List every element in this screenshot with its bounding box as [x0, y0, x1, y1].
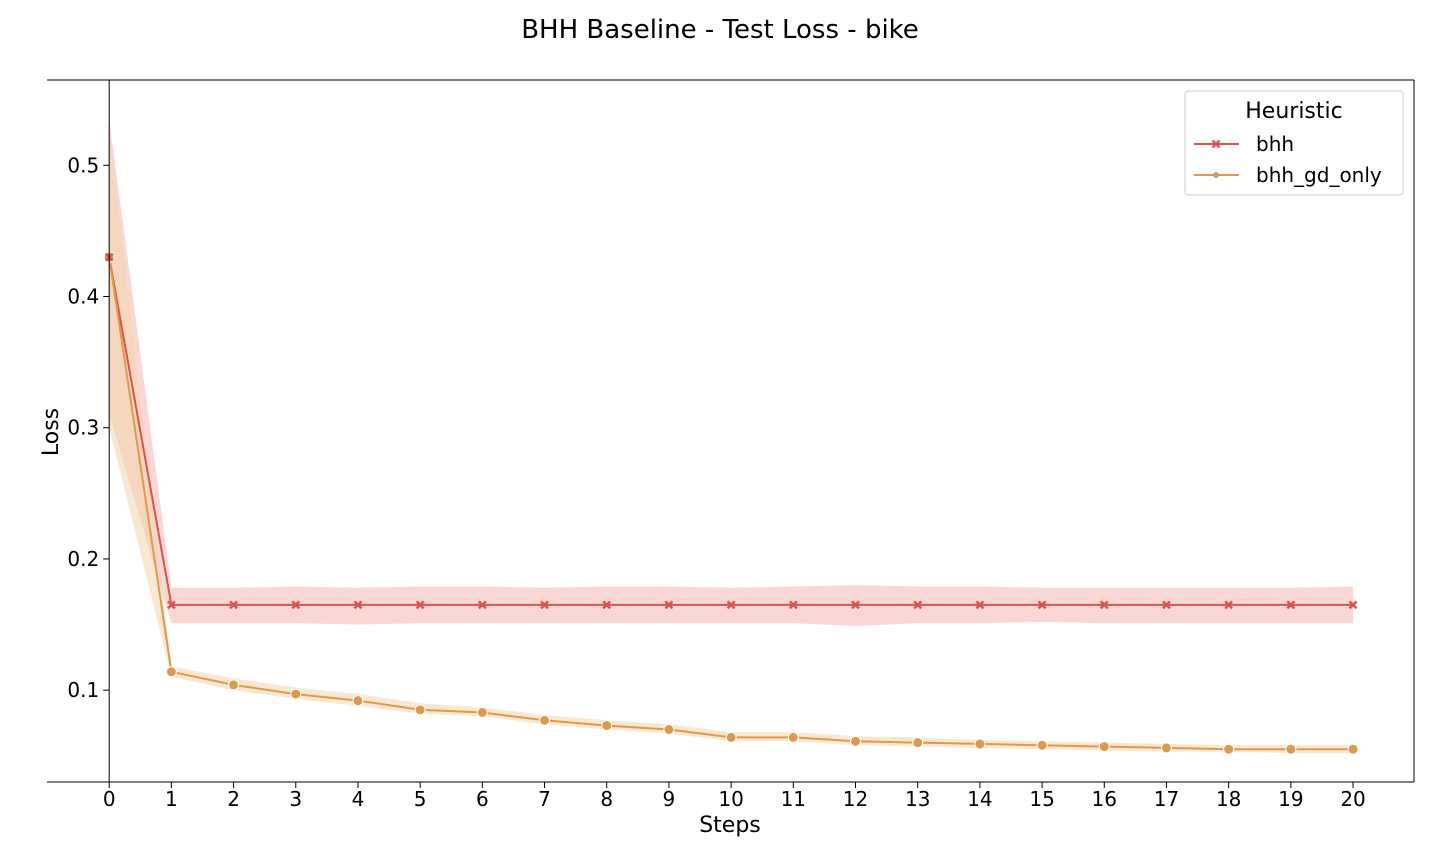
point-bhh_gd_only-2: [228, 679, 240, 691]
legend-marker-bhh: [1211, 139, 1221, 149]
point-bhh-14: [975, 600, 985, 610]
x-tick-label: 13: [905, 787, 930, 811]
point-bhh-12: [851, 600, 860, 610]
point-bhh-3: [291, 600, 301, 610]
point-bhh-11: [788, 600, 798, 610]
x-tick-label: 14: [967, 787, 992, 811]
point-bhh_gd_only-17: [1160, 742, 1172, 754]
point-bhh_gd_only-14: [974, 738, 986, 750]
point-bhh-5: [415, 600, 425, 610]
legend-frame: [1184, 90, 1404, 196]
point-bhh-20: [1348, 600, 1358, 610]
point-bhh-7: [540, 600, 549, 610]
x-axis-ticks: 0 1 2 3 4 5 6 7 8 9 10 11 12 13 14 15 16 17 18 19 20: [103, 782, 1366, 811]
confidence-bands: [109, 119, 1354, 754]
point-bhh_gd_only-1: [165, 666, 177, 678]
series-markers: [103, 251, 1359, 755]
point-bhh-16: [1099, 600, 1109, 610]
point-bhh_gd_only-6: [476, 706, 488, 718]
y-tick-label: 0.2: [67, 547, 99, 571]
point-bhh-19: [1286, 600, 1296, 610]
series-lines: [108, 256, 1354, 751]
point-bhh_gd_only-19: [1285, 743, 1297, 755]
point-bhh_gd_only-15: [1036, 739, 1048, 751]
band-bhh: [109, 119, 1354, 626]
x-tick-label: 7: [538, 787, 551, 811]
legend-label-bhh: bhh: [1256, 132, 1294, 156]
point-bhh_gd_only-12: [850, 735, 862, 747]
band-bhh_gd_only: [109, 132, 1354, 754]
point-bhh-15: [1037, 600, 1047, 610]
x-tick-label: 16: [1092, 787, 1117, 811]
x-tick-label: 1: [165, 787, 178, 811]
line-bhh_gd_only: [108, 256, 1354, 751]
point-bhh_gd_only-5: [414, 704, 426, 716]
x-tick-label: 11: [781, 787, 806, 811]
point-bhh_gd_only-16: [1098, 741, 1110, 753]
x-tick-label: 15: [1029, 787, 1054, 811]
x-axis-label: Steps: [699, 813, 761, 838]
point-bhh-6: [477, 600, 487, 610]
point-bhh_gd_only-18: [1223, 743, 1235, 755]
legend-title: Heuristic: [1245, 99, 1342, 124]
point-bhh-10: [726, 600, 736, 610]
point-bhh-1: [167, 600, 176, 610]
point-bhh_gd_only-8: [601, 720, 613, 732]
x-tick-label: 0: [103, 787, 116, 811]
point-bhh-2: [229, 600, 238, 610]
point-bhh_gd_only-9: [663, 724, 675, 736]
x-tick-label: 5: [414, 787, 427, 811]
y-tick-label: 0.3: [67, 416, 99, 440]
x-tick-label: 6: [476, 787, 489, 811]
x-tick-label: 20: [1340, 787, 1365, 811]
axes: [47, 79, 1415, 783]
y-tick-label: 0.4: [67, 285, 99, 309]
point-bhh_gd_only-4: [352, 695, 364, 707]
y-axis-ticks: 0.1 0.2 0.3 0.4 0.5: [67, 153, 110, 702]
x-tick-label: 12: [843, 787, 868, 811]
point-bhh-9: [664, 600, 674, 610]
x-tick-label: 3: [289, 787, 302, 811]
y-tick-label: 0.1: [67, 678, 99, 702]
point-bhh_gd_only-13: [912, 737, 924, 749]
point-bhh_gd_only-7: [539, 714, 551, 726]
point-bhh-8: [602, 600, 612, 610]
legend: Heuristic bhh bhh_gd_only: [1184, 90, 1404, 196]
x-tick-label: 2: [227, 787, 240, 811]
point-bhh-13: [913, 600, 923, 610]
line-bhh: [108, 256, 1354, 606]
point-bhh_gd_only-10: [725, 731, 737, 743]
legend-marker-bhh_gd_only: [1213, 172, 1219, 178]
chart-title: BHH Baseline - Test Loss - bike: [521, 15, 919, 45]
legend-items: bhh bhh_gd_only: [1194, 132, 1382, 187]
point-bhh-17: [1162, 600, 1171, 610]
y-axis-label: Loss: [39, 408, 64, 456]
point-bhh-18: [1224, 600, 1234, 610]
x-tick-label: 19: [1278, 787, 1303, 811]
x-tick-label: 8: [600, 787, 613, 811]
point-bhh_gd_only-20: [1347, 743, 1359, 755]
x-tick-label: 4: [352, 787, 365, 811]
point-bhh_gd_only-3: [290, 688, 302, 700]
x-tick-label: 9: [663, 787, 676, 811]
x-tick-label: 18: [1216, 787, 1241, 811]
point-bhh_gd_only-11: [787, 731, 799, 743]
x-tick-label: 10: [718, 787, 743, 811]
x-tick-label: 17: [1154, 787, 1179, 811]
point-bhh-4: [353, 600, 363, 610]
legend-label-bhh_gd_only: bhh_gd_only: [1256, 163, 1382, 187]
y-tick-label: 0.5: [67, 153, 99, 177]
